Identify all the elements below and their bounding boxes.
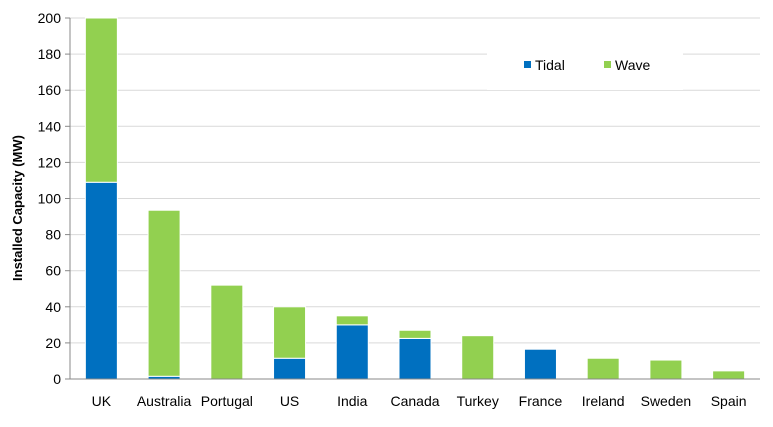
- bar-wave-india: [335, 315, 369, 326]
- bar-tidal-canada: [398, 337, 432, 380]
- bar-tidal-us: [273, 357, 307, 380]
- y-tick-labels: 0 20 40 60 80 100 120 140 160 180 200: [38, 10, 62, 387]
- x-tick-label: Sweden: [641, 393, 692, 409]
- y-axis-title: Installed Capacity (MW): [10, 135, 25, 281]
- legend-background: [487, 46, 683, 90]
- x-tick-label: Canada: [390, 393, 439, 409]
- bar-wave-uk: [84, 17, 118, 183]
- legend-label-wave: Wave: [615, 57, 650, 73]
- x-tick-label: US: [280, 393, 299, 409]
- y-tick-label: 60: [45, 263, 61, 279]
- axes: [69, 18, 760, 380]
- bar-tidal-india: [335, 324, 369, 380]
- bar-wave-ireland: [586, 357, 620, 380]
- x-tick-label: UK: [92, 393, 112, 409]
- y-tick-label: 0: [53, 371, 61, 387]
- x-tick-label: France: [519, 393, 563, 409]
- bar-wave-us: [273, 306, 307, 359]
- y-tick-label: 120: [38, 154, 62, 170]
- x-tick-label: Australia: [137, 393, 192, 409]
- bar-wave-canada: [398, 329, 432, 339]
- bar-tidal-france: [523, 348, 557, 380]
- x-tick-label: Portugal: [201, 393, 253, 409]
- x-tick-label: Turkey: [457, 393, 499, 409]
- y-tick-label: 80: [45, 227, 61, 243]
- bar-wave-sweden: [649, 359, 683, 380]
- y-tick-label: 20: [45, 335, 61, 351]
- bar-wave-turkey: [461, 335, 495, 380]
- x-tick-labels: UK Australia Portugal US India Canada Turkey Fr…: [92, 393, 747, 409]
- legend-swatch-tidal: [524, 61, 531, 68]
- legend: Tidal Wave: [487, 46, 683, 90]
- x-tick-label: Spain: [711, 393, 747, 409]
- y-tick-label: 140: [38, 118, 62, 134]
- y-tick-label: 180: [38, 46, 62, 62]
- x-tick-label: Ireland: [582, 393, 625, 409]
- y-tick-label: 160: [38, 82, 62, 98]
- bar-wave-portugal: [210, 284, 244, 380]
- bars: [84, 17, 746, 380]
- bar-wave-spain: [712, 370, 746, 380]
- legend-label-tidal: Tidal: [535, 57, 565, 73]
- bar-tidal-uk: [84, 181, 118, 380]
- x-tick-label: India: [337, 393, 368, 409]
- bar-wave-australia: [147, 209, 181, 377]
- y-tick-label: 200: [38, 10, 62, 26]
- y-tick-label: 40: [45, 299, 61, 315]
- legend-swatch-wave: [604, 61, 611, 68]
- y-tick-label: 100: [38, 191, 62, 207]
- gridlines: [65, 17, 760, 380]
